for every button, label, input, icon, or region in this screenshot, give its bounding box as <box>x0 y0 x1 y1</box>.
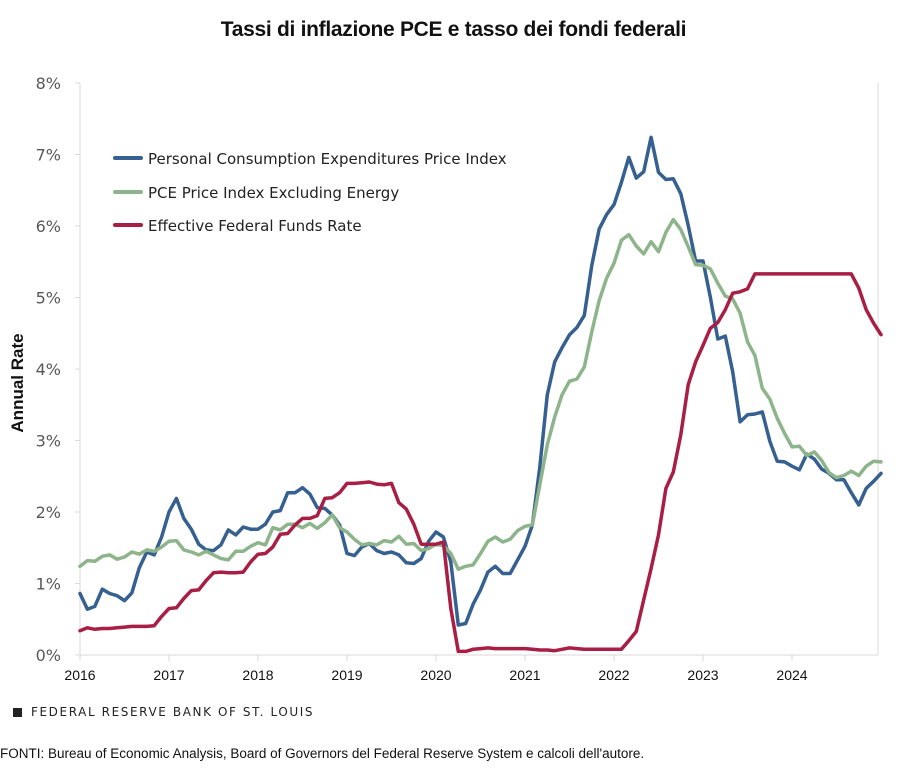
legend-label-pce-ex-energy: PCE Price Index Excluding Energy <box>148 184 399 202</box>
x-tick-label: 2023 <box>687 667 718 683</box>
y-tick-label: 1% <box>36 575 61 594</box>
y-tick-label: 3% <box>36 432 61 451</box>
chart-title: Tassi di inflazione PCE e tasso dei fond… <box>220 18 687 41</box>
y-tick-label: 4% <box>36 360 61 379</box>
brand-name: FEDERAL RESERVE BANK OF ST. LOUIS <box>31 705 315 719</box>
legend-item-pce: Personal Consumption Expenditures Price … <box>113 150 507 168</box>
legend: Personal Consumption Expenditures Price … <box>113 150 507 235</box>
series-line-pce <box>78 135 883 627</box>
line-chart: 0%1%2%3%4%5%6%7%8% 2016 2017 2018 2019 2020 2… <box>8 74 883 683</box>
y-tick-label: 6% <box>36 217 61 236</box>
x-tick-label: 2020 <box>420 667 451 683</box>
x-tick-label: 2016 <box>64 667 95 683</box>
legend-label-fed-funds: Effective Federal Funds Rate <box>148 217 362 235</box>
y-tick-label: 5% <box>36 289 61 308</box>
brand-footer: FEDERAL RESERVE BANK OF ST. LOUIS <box>13 705 314 719</box>
y-ticks: 0% 1% 2% 3% 4% 5% 6% 7% 8% <box>36 74 80 665</box>
x-tick-label: 2024 <box>776 667 807 683</box>
series-line-fed-funds <box>78 272 883 654</box>
y-tick-label: 0% <box>36 646 61 665</box>
series-lines <box>78 135 883 654</box>
y-tick-label: 2% <box>36 503 61 522</box>
x-tick-label: 2021 <box>509 667 540 683</box>
y-tick-label: 7% <box>36 146 61 165</box>
x-ticks: 2016 2017 2018 2019 2020 2021 2022 2023 2024 <box>64 655 808 683</box>
brand-square-icon <box>13 707 22 717</box>
legend-label-pce: Personal Consumption Expenditures Price … <box>148 150 507 168</box>
series-line-pce-ex-energy <box>78 217 883 571</box>
x-tick-label: 2022 <box>598 667 629 683</box>
x-tick-label: 2019 <box>331 667 362 683</box>
x-tick-label: 2017 <box>153 667 184 683</box>
source-note: FONTI: Bureau of Economic Analysis, Boar… <box>0 746 645 761</box>
x-tick-label: 2018 <box>242 667 273 683</box>
legend-item-fed-funds: Effective Federal Funds Rate <box>113 217 362 235</box>
legend-item-pce-ex-energy: PCE Price Index Excluding Energy <box>113 184 399 202</box>
y-axis-label: Annual Rate <box>8 333 27 432</box>
y-tick-label: 8% <box>36 74 61 93</box>
